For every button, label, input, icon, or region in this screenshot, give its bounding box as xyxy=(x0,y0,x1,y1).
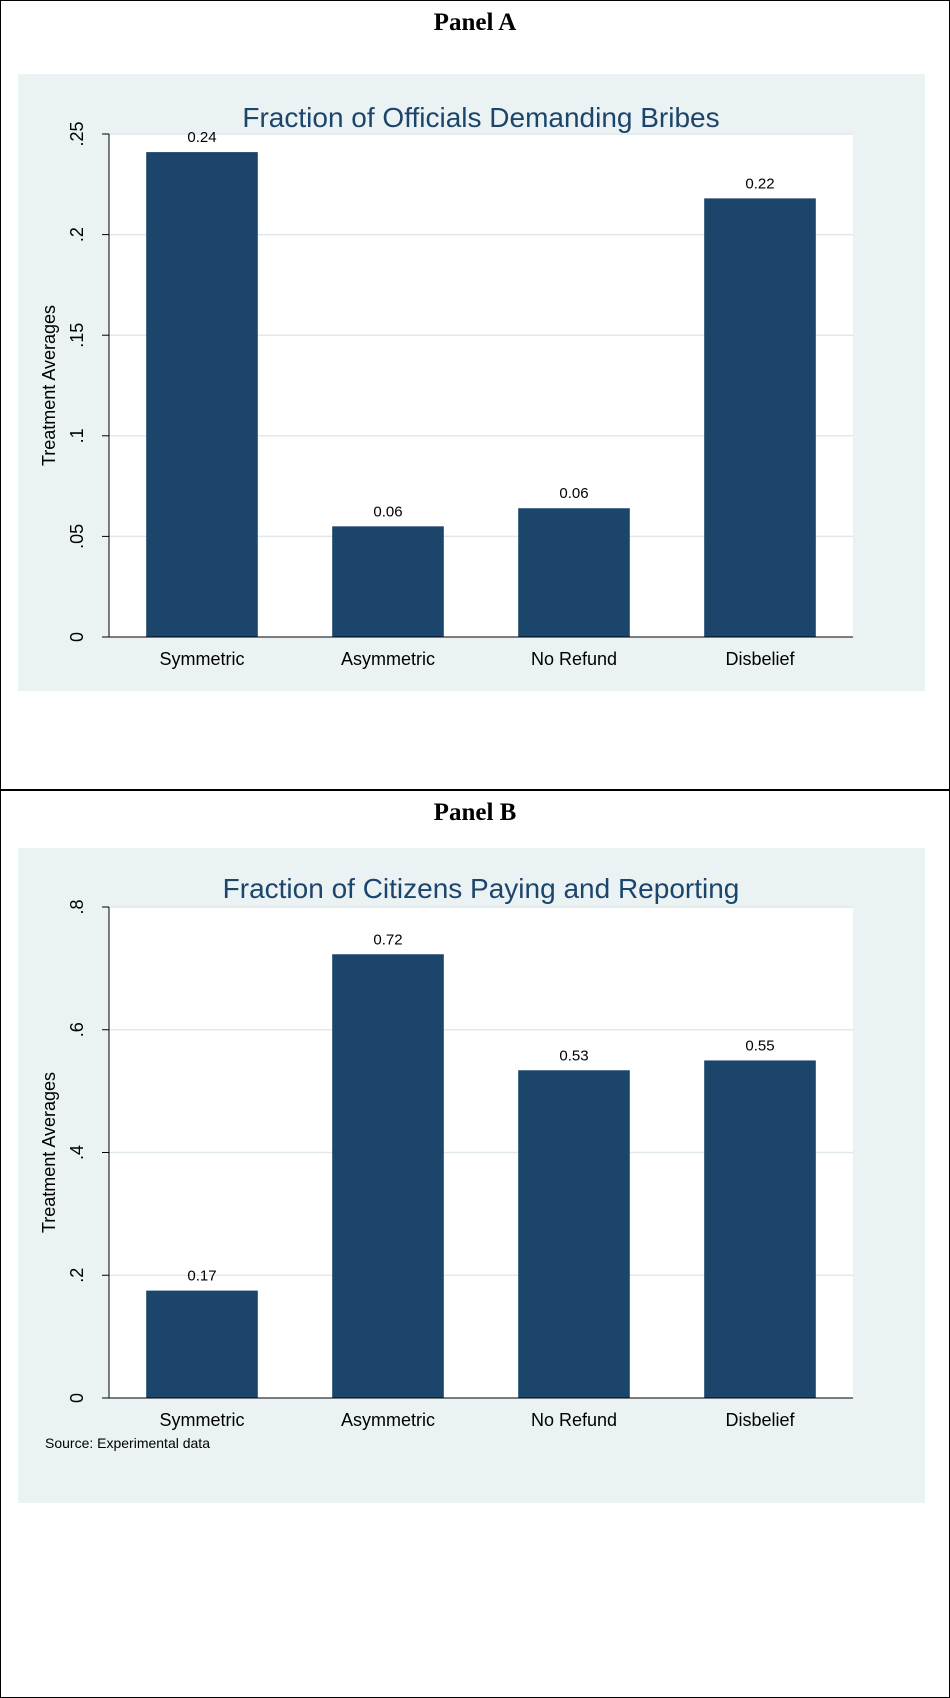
panel-a-heading: Panel A xyxy=(433,9,517,36)
chart-b-y-tick-label: .4 xyxy=(67,1145,87,1160)
chart-b-data-label: 0.72 xyxy=(373,931,402,948)
chart-b-x-tick-label: No Refund xyxy=(531,1410,617,1430)
chart-b-title: Fraction of Citizens Paying and Reportin… xyxy=(223,873,740,904)
chart-a-x-tick-label: Disbelief xyxy=(725,649,795,669)
chart-b-x-tick-label: Asymmetric xyxy=(341,1410,435,1430)
panel-b-heading: Panel B xyxy=(433,799,517,826)
chart-b-data-label: 0.17 xyxy=(187,1268,216,1285)
chart-b-y-axis-label: Treatment Averages xyxy=(39,1072,59,1233)
chart-a-y-tick-label: .25 xyxy=(67,121,87,146)
chart-a-bar xyxy=(518,508,630,637)
chart-b-bar xyxy=(332,954,444,1398)
chart-a-data-label: 0.06 xyxy=(373,503,402,520)
chart-a-y-axis-label: Treatment Averages xyxy=(39,305,59,466)
chart-a-x-tick-label: No Refund xyxy=(531,649,617,669)
chart-a-data-label: 0.24 xyxy=(187,129,216,146)
chart-b-x-tick-label: Symmetric xyxy=(160,1410,245,1430)
chart-a-y-tick-label: .2 xyxy=(67,227,87,242)
chart-b-data-label: 0.55 xyxy=(745,1037,774,1054)
chart-b-region: Fraction of Citizens Paying and Reportin… xyxy=(18,848,925,1503)
chart-a-x-tick-label: Symmetric xyxy=(160,649,245,669)
chart-b-bar xyxy=(518,1070,630,1398)
chart-b-x-tick-label: Disbelief xyxy=(725,1410,795,1430)
chart-b: Fraction of Citizens Paying and Reportin… xyxy=(39,873,853,1451)
chart-b-y-tick-label: 0 xyxy=(67,1393,87,1403)
chart-a-y-tick-label: .15 xyxy=(67,323,87,348)
chart-a-y-tick-label: .1 xyxy=(67,428,87,443)
chart-a: Fraction of Officials Demanding Bribes 0.… xyxy=(39,102,853,669)
chart-a-data-label: 0.06 xyxy=(559,485,588,502)
chart-a-bar xyxy=(146,152,258,637)
chart-b-y-tick-label: .8 xyxy=(67,899,87,914)
chart-b-bar xyxy=(146,1290,258,1398)
chart-b-y-tick-label: .2 xyxy=(67,1268,87,1283)
chart-a-y-tick-label: .05 xyxy=(67,524,87,549)
panel-divider xyxy=(0,789,950,791)
chart-a-y-tick-label: 0 xyxy=(67,632,87,642)
chart-a-data-label: 0.22 xyxy=(745,175,774,192)
chart-a-x-tick-label: Asymmetric xyxy=(341,649,435,669)
chart-a-title: Fraction of Officials Demanding Bribes xyxy=(242,102,719,133)
chart-b-source-note: Source: Experimental data xyxy=(45,1435,210,1451)
chart-b-data-label: 0.53 xyxy=(559,1047,588,1064)
chart-a-bar xyxy=(704,198,816,637)
chart-b-y-tick-label: .6 xyxy=(67,1022,87,1037)
chart-a-bar xyxy=(332,526,444,637)
chart-b-bar xyxy=(704,1060,816,1398)
chart-a-region: Fraction of Officials Demanding Bribes 0.… xyxy=(18,74,925,691)
